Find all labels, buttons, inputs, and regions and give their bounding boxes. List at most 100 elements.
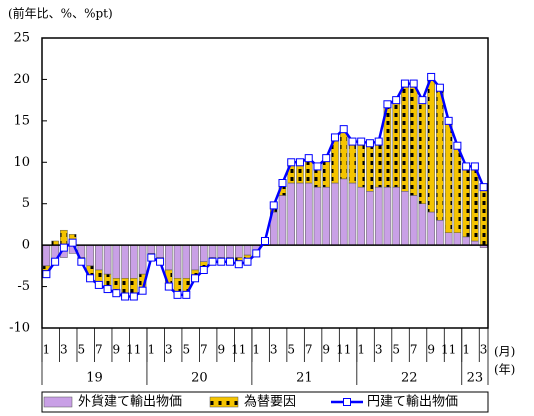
bar <box>462 236 470 246</box>
bar <box>436 220 444 246</box>
x-tick-label: 11 <box>126 343 141 357</box>
bar <box>348 182 357 246</box>
year-label: 23 <box>467 371 484 386</box>
bar <box>42 244 51 267</box>
marker <box>418 96 427 105</box>
bar <box>296 182 304 246</box>
x-tick-label: 9 <box>217 343 225 357</box>
x-tick-label: 3 <box>270 343 278 357</box>
x-tick-label: 1 <box>147 343 155 357</box>
y-tick-label: 25 <box>13 31 30 46</box>
bar <box>304 182 313 246</box>
marker <box>409 79 418 88</box>
x-tick-label: 9 <box>427 343 435 357</box>
legend-swatch <box>43 396 73 408</box>
marker <box>287 158 296 167</box>
x-tick-label: 11 <box>231 343 246 357</box>
marker <box>112 289 121 298</box>
bar <box>444 232 453 246</box>
bar <box>243 244 252 256</box>
bar <box>374 186 383 246</box>
year-label: 20 <box>191 371 208 386</box>
bar <box>392 186 400 246</box>
x-tick-label: 7 <box>200 343 208 357</box>
marker <box>77 257 86 266</box>
bar <box>409 83 418 196</box>
x-tick-label: 7 <box>305 343 313 357</box>
bar <box>357 186 365 246</box>
y-tick-label: -5 <box>17 279 30 294</box>
bar <box>418 203 427 246</box>
bar <box>322 157 330 188</box>
legend-box <box>41 391 489 413</box>
bar <box>418 99 427 204</box>
marker <box>156 257 165 266</box>
marker <box>462 162 471 171</box>
x-tick-label: 7 <box>95 343 103 357</box>
bar <box>86 244 94 267</box>
x-tick-label: 5 <box>287 343 295 357</box>
marker <box>42 270 51 279</box>
bar <box>479 184 488 246</box>
bar <box>374 141 383 188</box>
bar <box>357 141 365 188</box>
y-tick-label: 20 <box>13 72 30 87</box>
marker <box>427 72 436 81</box>
x-tick-label: 9 <box>322 343 330 357</box>
x-tick-label: 3 <box>480 343 488 357</box>
bar <box>156 244 164 258</box>
x-tick-label: 5 <box>78 343 86 357</box>
marker <box>357 137 366 146</box>
x-tick-label: 3 <box>60 343 68 357</box>
marker <box>365 139 374 148</box>
y-tick-label: -10 <box>9 321 30 336</box>
marker <box>330 133 339 142</box>
y-tick-label: 0 <box>22 238 30 253</box>
y-tick-label: 5 <box>22 196 30 211</box>
bar <box>339 128 348 180</box>
marker <box>59 243 68 252</box>
x-tick-label: 3 <box>375 343 383 357</box>
bar <box>191 244 199 271</box>
marker <box>86 274 95 283</box>
month-unit: (月) <box>494 345 515 359</box>
bar <box>165 244 173 271</box>
bar <box>112 244 121 279</box>
marker <box>313 162 322 171</box>
bar <box>138 244 147 275</box>
marker <box>479 183 488 192</box>
bar <box>287 182 295 246</box>
bar <box>427 211 435 246</box>
bar <box>226 244 234 258</box>
marker <box>383 100 392 109</box>
bar <box>348 141 357 184</box>
marker <box>322 154 331 163</box>
marker <box>103 285 112 294</box>
bar <box>182 244 191 279</box>
marker <box>278 179 287 187</box>
x-tick-label: 7 <box>410 343 418 357</box>
bar <box>453 145 462 233</box>
legend-swatch <box>209 396 239 408</box>
marker <box>261 237 269 245</box>
bar <box>471 166 479 242</box>
bar <box>401 191 409 246</box>
marker <box>51 257 60 266</box>
marker <box>121 292 130 301</box>
marker <box>164 282 173 291</box>
x-tick-label: 1 <box>357 343 365 357</box>
bar <box>235 244 243 258</box>
y-tick-label: 15 <box>13 113 30 128</box>
x-tick-label: 11 <box>336 343 351 357</box>
marker <box>191 274 200 283</box>
bar <box>173 244 182 279</box>
year-label: 21 <box>296 371 313 386</box>
marker <box>470 162 479 171</box>
marker <box>269 201 278 210</box>
plot-frame <box>41 37 489 329</box>
marker <box>374 137 383 146</box>
legend-label: 円建て輸出物価 <box>367 395 458 410</box>
marker <box>392 96 401 105</box>
marker <box>435 83 444 92</box>
marker <box>129 292 138 301</box>
